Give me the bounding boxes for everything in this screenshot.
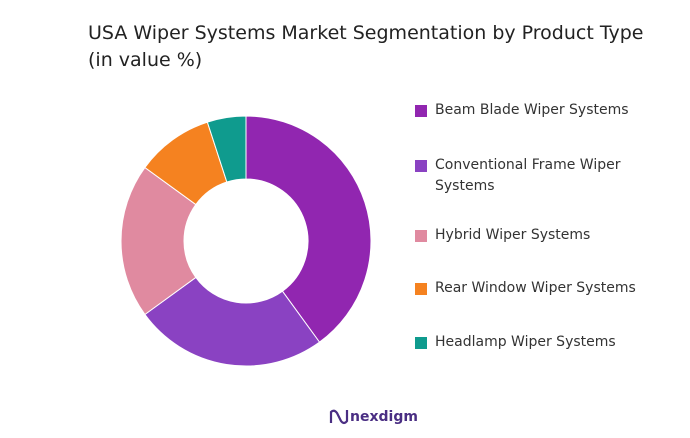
legend-item: Conventional Frame Wiper Systems <box>415 155 650 197</box>
chart-title: USA Wiper Systems Market Segmentation by… <box>88 22 644 71</box>
brand-text: nexdigm <box>350 409 418 425</box>
brand-icon <box>329 409 349 425</box>
legend-label: Conventional Frame Wiper Systems <box>435 157 621 194</box>
legend-swatch <box>415 105 427 117</box>
slice <box>245 115 372 343</box>
brand-logo: nexdigm <box>328 408 418 426</box>
legend-label: Rear Window Wiper Systems <box>435 280 636 296</box>
legend-item: Hybrid Wiper Systems <box>415 225 650 246</box>
legend-swatch <box>415 160 427 172</box>
legend-swatch <box>415 283 427 295</box>
legend-label: Headlamp Wiper Systems <box>435 334 616 350</box>
slice <box>206 115 247 183</box>
slice <box>144 276 321 367</box>
legend-label: Hybrid Wiper Systems <box>435 227 591 243</box>
legend-label: Beam Blade Wiper Systems <box>435 102 629 118</box>
legend-swatch <box>415 230 427 242</box>
legend-item: Beam Blade Wiper Systems <box>415 100 650 121</box>
legend-swatch <box>415 337 427 349</box>
legend-item: Rear Window Wiper Systems <box>415 278 650 299</box>
legend-item: Headlamp Wiper Systems <box>415 332 650 353</box>
slice <box>120 166 197 316</box>
